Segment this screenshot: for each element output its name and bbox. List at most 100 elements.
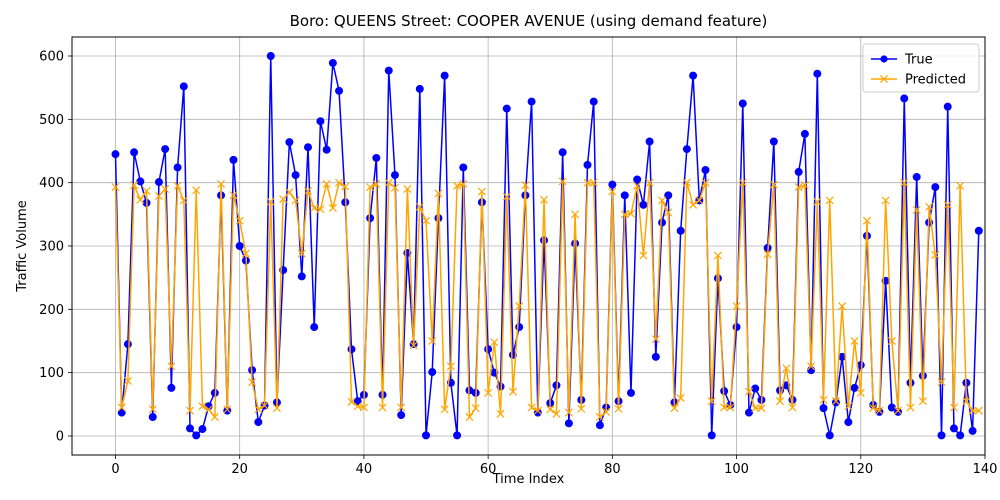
data-point-true [707,431,716,440]
data-point-predicted [477,187,486,196]
data-point-true [167,383,176,392]
data-point-true [229,155,238,164]
data-point-true [595,421,604,430]
data-point-predicted [645,178,654,187]
data-point-true [676,226,685,235]
data-point-true [738,99,747,108]
legend-marker [879,74,889,84]
data-point-true [931,183,940,192]
axis-ticks: 0 20 40 60 80 100 120 140 0 100 200 300 400 500 600 [39,50,997,478]
data-point-predicted [123,376,132,385]
y-tick-label: 600 [39,50,64,65]
data-point-predicted [720,403,729,412]
data-point-predicted [527,403,536,412]
data-point-predicted [744,387,754,396]
data-point-predicted [409,341,418,350]
x-tick-label: 0 [111,462,119,477]
data-point-true [179,82,188,91]
data-point-predicted [384,178,393,187]
data-point-predicted [279,195,288,204]
data-point-predicted [726,403,735,412]
data-point-true [254,418,263,427]
data-point-predicted [111,183,120,192]
data-point-predicted [546,405,555,414]
data-point-predicted [856,388,865,397]
data-point-true [353,397,362,406]
data-point-predicted [229,191,238,200]
y-axis-title: Traffic Volume [15,200,30,293]
data-point-true [297,272,306,281]
data-point-predicted [695,196,704,205]
data-point-predicted [260,401,269,410]
data-point-predicted [701,178,710,187]
data-point-predicted [713,251,722,260]
legend-marker [880,55,888,63]
y-tick-label: 400 [39,176,64,191]
data-point-predicted [800,181,809,190]
data-point-true [633,175,642,184]
data-point-true [173,163,182,172]
data-point-true [161,145,170,154]
data-point-true [949,424,958,433]
data-point-predicted [757,404,766,413]
data-point-true [540,236,549,245]
series-true [111,52,983,440]
data-point-true [912,172,921,181]
data-point-predicted [415,202,424,211]
data-point-true [310,323,319,332]
data-point-predicted [117,403,126,412]
data-point-predicted [738,178,747,187]
data-point-predicted [428,336,437,346]
data-point-true [154,178,163,187]
data-point-predicted [949,403,958,412]
data-point-predicted [142,186,151,195]
data-point-predicted [465,412,474,422]
data-point-predicted [291,196,300,205]
legend-item-predicted: Predicted [871,73,966,88]
data-point-predicted [192,186,201,195]
data-point-predicted [900,178,909,187]
data-point-true [974,226,983,235]
data-point-true [664,191,673,200]
data-point-predicted [968,406,977,415]
data-point-predicted [434,189,443,198]
data-point-predicted [943,200,952,209]
data-point-predicted [844,402,853,411]
data-point-predicted [328,203,337,213]
data-point-predicted [875,406,884,415]
data-point-predicted [626,209,636,218]
data-point-predicted [235,216,244,225]
data-point-predicted [912,205,921,214]
data-point-predicted [533,406,542,415]
data-point-predicted [310,203,319,213]
data-point-predicted [682,178,691,187]
data-point-true [844,418,853,427]
data-point-true [900,94,909,103]
data-point-true [428,368,437,377]
data-point-predicted [254,405,263,414]
data-point-predicted [266,197,275,206]
data-point-true [937,431,946,440]
data-point-predicted [962,397,971,406]
y-tick-label: 300 [39,240,64,255]
data-point-true [304,143,313,152]
data-point-true [658,218,667,227]
data-point-predicted [378,403,387,412]
data-point-predicted [794,183,803,192]
data-point-predicted [763,250,772,259]
data-point-true [807,366,816,375]
data-point-true [347,345,356,354]
data-point-true [564,419,573,428]
data-point-predicted [571,210,580,219]
data-point-predicted [217,179,226,188]
data-point-predicted [359,403,368,412]
data-point-predicted [807,362,816,371]
data-point-predicted [185,406,195,415]
data-point-predicted [297,249,306,258]
data-point-predicted [651,335,660,344]
data-point-true [943,102,952,111]
chart-title: Boro: QUEENS Street: COOPER AVENUE (usin… [290,12,768,30]
data-point-predicted [732,302,741,311]
data-point-predicted [136,195,145,204]
